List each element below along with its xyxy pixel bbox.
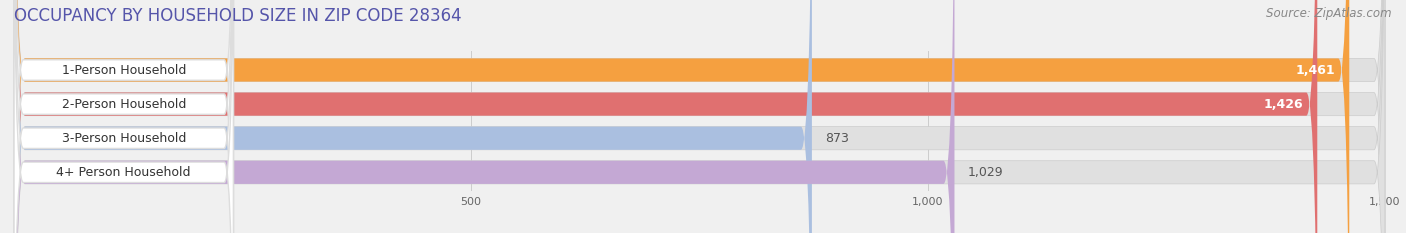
Text: OCCUPANCY BY HOUSEHOLD SIZE IN ZIP CODE 28364: OCCUPANCY BY HOUSEHOLD SIZE IN ZIP CODE … (14, 7, 461, 25)
Text: 1-Person Household: 1-Person Household (62, 64, 186, 76)
Text: 873: 873 (825, 132, 849, 145)
Text: Source: ZipAtlas.com: Source: ZipAtlas.com (1267, 7, 1392, 20)
FancyBboxPatch shape (14, 0, 1385, 233)
FancyBboxPatch shape (14, 0, 1317, 233)
FancyBboxPatch shape (14, 0, 1385, 233)
FancyBboxPatch shape (14, 0, 1350, 233)
FancyBboxPatch shape (14, 0, 811, 233)
FancyBboxPatch shape (14, 0, 955, 233)
FancyBboxPatch shape (14, 0, 233, 233)
Text: 1,029: 1,029 (969, 166, 1004, 179)
Text: 2-Person Household: 2-Person Household (62, 98, 186, 111)
FancyBboxPatch shape (14, 0, 233, 233)
Text: 1,426: 1,426 (1264, 98, 1303, 111)
FancyBboxPatch shape (14, 0, 233, 233)
Text: 3-Person Household: 3-Person Household (62, 132, 186, 145)
Text: 1,461: 1,461 (1296, 64, 1336, 76)
FancyBboxPatch shape (14, 0, 1385, 233)
FancyBboxPatch shape (14, 0, 233, 233)
Text: 4+ Person Household: 4+ Person Household (56, 166, 191, 179)
FancyBboxPatch shape (14, 0, 1385, 233)
